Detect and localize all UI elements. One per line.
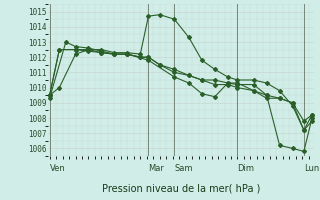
Text: Dim: Dim [237, 164, 254, 173]
Text: Ven: Ven [50, 164, 65, 173]
Text: Sam: Sam [174, 164, 193, 173]
Text: Mar: Mar [148, 164, 164, 173]
Text: Pression niveau de la mer( hPa ): Pression niveau de la mer( hPa ) [102, 183, 260, 193]
Text: Lun: Lun [304, 164, 319, 173]
